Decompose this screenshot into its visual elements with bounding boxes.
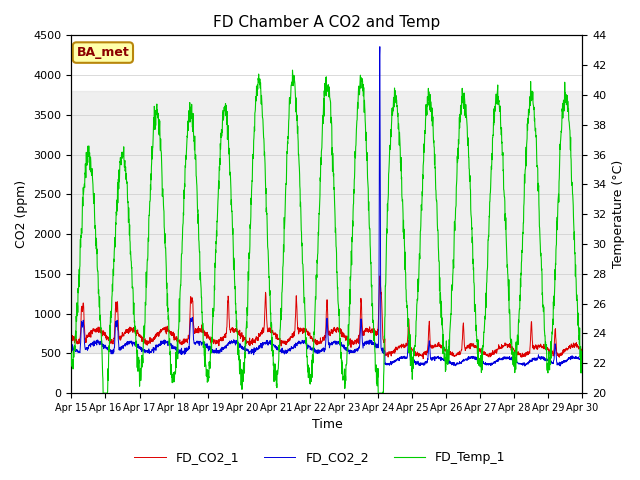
- Legend: FD_CO2_1, FD_CO2_2, FD_Temp_1: FD_CO2_1, FD_CO2_2, FD_Temp_1: [129, 446, 511, 469]
- Y-axis label: CO2 (ppm): CO2 (ppm): [15, 180, 28, 248]
- Title: FD Chamber A CO2 and Temp: FD Chamber A CO2 and Temp: [213, 15, 440, 30]
- Y-axis label: Temperature (°C): Temperature (°C): [612, 160, 625, 268]
- Text: BA_met: BA_met: [77, 46, 129, 59]
- Bar: [72, 91, 582, 353]
- X-axis label: Time: Time: [312, 419, 342, 432]
